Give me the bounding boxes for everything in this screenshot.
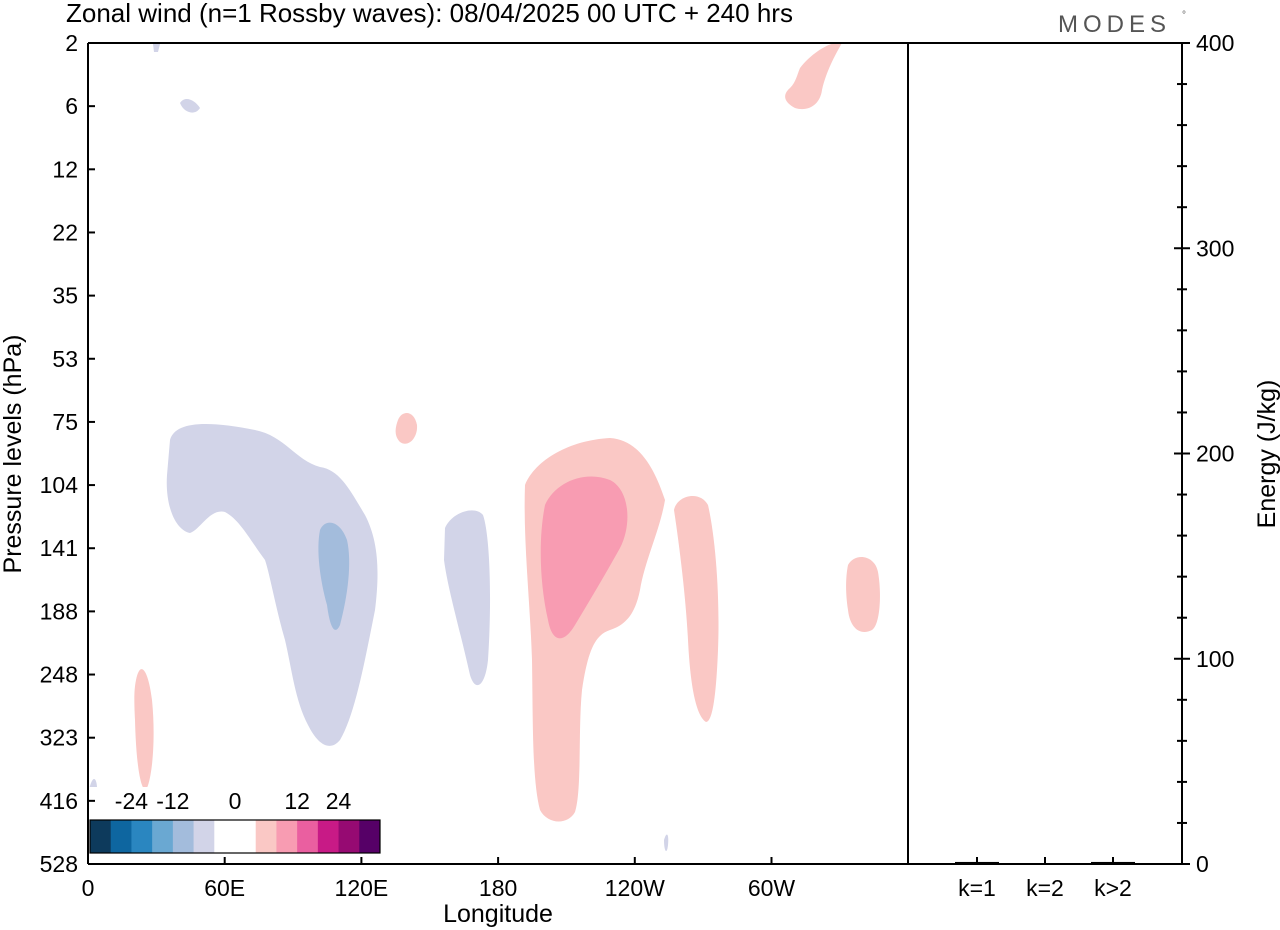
positive-anomaly-region-upper — [785, 43, 842, 110]
x-axis-label: Longitude — [443, 900, 553, 928]
pressure-tick-label: 12 — [52, 156, 78, 182]
energy-category-label: k=2 — [1026, 875, 1064, 901]
colorbar-tick-label: -24 — [115, 788, 148, 814]
negative-anomaly-region-upper-1 — [153, 44, 160, 52]
longitude-axis: 0 60E 120E 180 120W 60W — [82, 857, 796, 901]
pressure-tick-label: 141 — [40, 535, 78, 561]
pressure-tick-label: 323 — [40, 725, 78, 751]
colorbar-swatch — [110, 820, 132, 853]
plot-frame — [87, 42, 1183, 865]
colorbar-tick-label: 24 — [326, 788, 352, 814]
logo-registered-mark: ° — [1182, 10, 1186, 21]
negative-anomaly-region-surface-2 — [664, 834, 669, 852]
pressure-tick-label: 188 — [40, 598, 78, 624]
modes-logo: MODES — [1058, 11, 1171, 38]
pressure-axis: 2 6 12 22 35 53 75 104 141 188 248 323 416 528 — [40, 30, 95, 877]
colorbar-swatch — [193, 820, 215, 853]
pressure-tick-label: 104 — [40, 472, 79, 498]
negative-anomaly-region-core — [318, 522, 350, 630]
positive-anomaly-region-core — [540, 476, 628, 639]
colorbar-swatch — [90, 820, 112, 853]
negative-anomaly-region-upper-2 — [180, 98, 200, 113]
energy-bar — [1023, 864, 1067, 865]
energy-tick-label: 200 — [1196, 441, 1234, 467]
positive-anomaly-region-small-2 — [134, 669, 154, 790]
negative-anomaly-region-dateline — [444, 510, 491, 686]
pressure-tick-label: 75 — [52, 409, 78, 435]
energy-tick-label: 400 — [1196, 30, 1234, 56]
contour-plot: -24 -12 0 12 24 — [88, 43, 908, 864]
colorbar-swatch — [172, 820, 195, 853]
longitude-tick-label: 120E — [335, 875, 389, 901]
colorbar-swatch — [255, 820, 277, 853]
colorbar: -24 -12 0 12 24 — [89, 787, 381, 854]
longitude-tick-label: 60E — [204, 875, 245, 901]
negative-anomaly-region-main — [166, 424, 378, 746]
pressure-tick-label: 6 — [65, 93, 78, 119]
colorbar-tick-label: 0 — [229, 788, 242, 814]
positive-anomaly-region-west-pacific — [846, 556, 880, 632]
pressure-tick-label: 2 — [65, 30, 78, 56]
energy-axis-label: Energy (J/kg) — [1253, 380, 1280, 529]
colorbar-swatch — [297, 820, 319, 853]
colorbar-swatch — [235, 820, 257, 853]
longitude-tick-label: 60W — [748, 875, 796, 901]
colorbar-tick-label: -12 — [156, 788, 189, 814]
longitude-tick-label: 0 — [82, 875, 95, 901]
pressure-tick-label: 416 — [40, 788, 78, 814]
colorbar-swatch — [131, 820, 153, 853]
energy-axis: 0 100 200 300 400 — [1174, 30, 1234, 877]
pressure-tick-label: 35 — [52, 283, 78, 309]
colorbar-outline — [89, 819, 381, 854]
colorbar-swatch — [152, 820, 174, 853]
colorbar-swatch — [338, 820, 360, 853]
energy-bars: k=1 k=2 k>2 — [955, 857, 1135, 901]
energy-category-label: k>2 — [1094, 875, 1132, 901]
positive-anomaly-region-east — [674, 495, 719, 722]
chart-title: Zonal wind (n=1 Rossby waves): 08/04/202… — [66, 0, 793, 28]
energy-tick-label: 0 — [1196, 851, 1209, 877]
colorbar-swatch — [317, 820, 340, 853]
positive-anomaly-region-small-1 — [395, 413, 418, 444]
colorbar-swatch — [359, 820, 381, 853]
y-axis-label: Pressure levels (hPa) — [0, 335, 27, 574]
colorbar-swatch — [214, 820, 236, 853]
pressure-tick-label: 53 — [52, 346, 78, 372]
longitude-tick-label: 180 — [479, 875, 517, 901]
pressure-tick-label: 528 — [40, 851, 78, 877]
energy-tick-label: 300 — [1196, 235, 1234, 261]
energy-tick-label: 100 — [1196, 646, 1234, 672]
colorbar-swatch — [276, 820, 298, 853]
pressure-tick-label: 22 — [52, 219, 78, 245]
longitude-tick-label: 120W — [605, 875, 665, 901]
colorbar-tick-label: 12 — [284, 788, 310, 814]
energy-category-label: k=1 — [958, 875, 996, 901]
pressure-tick-label: 248 — [40, 662, 78, 688]
